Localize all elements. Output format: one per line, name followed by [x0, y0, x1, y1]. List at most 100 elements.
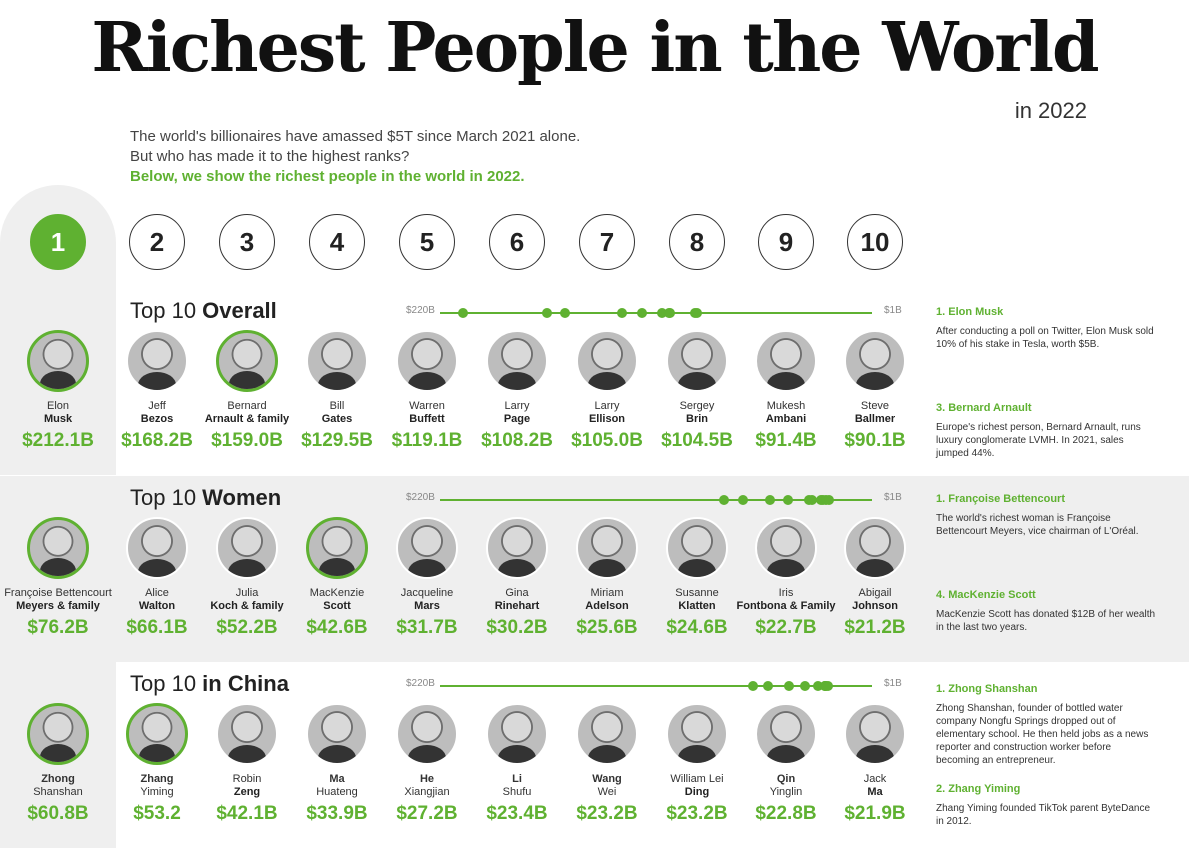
worth-dot-1-3 [783, 495, 794, 505]
net-worth: $23.4B [486, 803, 548, 824]
avatar [844, 517, 906, 579]
rank-badge-4: 4 [309, 214, 365, 270]
person-card: Larry Ellison $105.0B [547, 330, 667, 452]
net-worth: $25.6B [576, 617, 638, 638]
scale-line [440, 312, 872, 314]
scale-high-label: $220B [406, 678, 435, 689]
net-worth: $23.2B [666, 803, 728, 824]
side-note-text: Zhong Shanshan, founder of bottled water… [936, 703, 1149, 766]
person-card: Susanne Klatten $24.6B [637, 517, 757, 639]
intro-highlight: Below, we show the richest people in the… [130, 168, 525, 185]
net-worth: $60.8B [27, 803, 89, 824]
side-note: 3. Bernard Arnault Europe's richest perso… [936, 402, 1156, 460]
section-title-plain: Top 10 [130, 298, 203, 323]
net-worth: $42.6B [306, 617, 368, 638]
person-card: Iris Fontbona & Family $22.7B [726, 517, 846, 639]
side-note-title: 4. MacKenzie Scott [936, 589, 1036, 601]
net-worth: $21.9B [844, 803, 906, 824]
person-first-name: Iris [778, 587, 794, 599]
person-first-name: Ma [329, 773, 345, 785]
side-note-text: After conducting a poll on Twitter, Elon… [936, 326, 1154, 350]
person-last-name: Ma [867, 786, 883, 798]
person-card: Bernard Arnault & family $159.0B [187, 330, 307, 452]
section-title-0: Top 10 Overall [130, 298, 277, 324]
net-worth: $21.2B [844, 617, 906, 638]
person-last-name: Wei [597, 786, 617, 798]
net-worth: $22.8B [755, 803, 817, 824]
person-first-name: Qin [776, 773, 796, 785]
person-first-name: Susanne [675, 587, 719, 599]
person-card: Jacqueline Mars $31.7B [367, 517, 487, 639]
section-title-plain: Top 10 [130, 485, 203, 510]
avatar [27, 517, 89, 579]
avatar [126, 517, 188, 579]
worth-dot-2-4 [812, 681, 823, 691]
person-first-name: Jack [863, 773, 887, 785]
avatar [666, 330, 728, 392]
person-last-name: Shufu [502, 786, 532, 798]
avatar [576, 517, 638, 579]
scale-line [440, 685, 872, 687]
person-last-name: Rinehart [494, 600, 540, 612]
side-note: 1. Zhong Shanshan Zhong Shanshan, founder… [936, 683, 1156, 767]
person-last-name: Brin [686, 413, 708, 425]
person-last-name: Page [503, 413, 531, 425]
side-note: 2. Zhang Yiming Zhang Yiming founded TikT… [936, 783, 1156, 828]
rank-badge-1: 1 [30, 214, 86, 270]
avatar [126, 703, 188, 765]
person-first-name: Françoise Bettencourt [4, 587, 112, 599]
rank-badge-7: 7 [579, 214, 635, 270]
side-note-title: 1. Zhong Shanshan [936, 683, 1038, 695]
net-worth: $31.7B [396, 617, 458, 638]
person-first-name: Jeff [148, 400, 166, 412]
person-card: Miriam Adelson $25.6B [547, 517, 667, 639]
rank-badge-10: 10 [847, 214, 903, 270]
person-first-name: Larry [594, 400, 620, 412]
scale-low-label: $1B [884, 305, 902, 316]
rank-badge-2: 2 [129, 214, 185, 270]
avatar [755, 703, 817, 765]
person-last-name: Koch & family [210, 600, 284, 612]
person-card: Gina Rinehart $30.2B [457, 517, 577, 639]
person-first-name: Larry [504, 400, 530, 412]
person-first-name: Elon [46, 400, 70, 412]
worth-dot-1-1 [738, 495, 749, 505]
net-worth: $42.1B [216, 803, 278, 824]
section-title-bold: in China [202, 671, 289, 696]
worth-dot-0-3 [616, 308, 627, 318]
person-last-name: Scott [323, 600, 351, 612]
net-worth: $22.7B [755, 617, 817, 638]
person-card: William Lei Ding $23.2B [637, 703, 757, 825]
side-note-title: 1. Françoise Bettencourt [936, 493, 1065, 505]
net-worth: $33.9B [306, 803, 368, 824]
person-last-name: Yinglin [769, 786, 803, 798]
net-worth: $108.2B [481, 430, 553, 451]
scale-high-label: $220B [406, 492, 435, 503]
scale-low-label: $1B [884, 492, 902, 503]
rank-badge-5: 5 [399, 214, 455, 270]
net-worth: $129.5B [301, 430, 373, 451]
person-last-name: Adelson [585, 600, 629, 612]
person-first-name: Zhong [41, 773, 75, 785]
avatar [844, 330, 906, 392]
avatar [216, 703, 278, 765]
person-card: Jack Ma $21.9B [815, 703, 935, 825]
section-title-2: Top 10 in China [130, 671, 289, 697]
person-last-name: Zeng [233, 786, 261, 798]
avatar [576, 330, 638, 392]
person-first-name: Mukesh [766, 400, 806, 412]
side-note-title: 2. Zhang Yiming [936, 783, 1021, 795]
person-last-name: Ellison [588, 413, 626, 425]
net-worth: $91.4B [755, 430, 817, 451]
person-card: Bill Gates $129.5B [277, 330, 397, 452]
worth-dot-1-5 [807, 495, 817, 505]
person-card: Julia Koch & family $52.2B [187, 517, 307, 639]
year-subtitle: in 2022 [1014, 98, 1087, 123]
page-title: Richest People in the World [91, 8, 1099, 88]
net-worth: $76.2B [27, 617, 89, 638]
person-card: Ma Huateng $33.9B [277, 703, 397, 825]
worth-dot-2-1 [762, 681, 773, 691]
intro-text: The world's billionaires have amassed $5… [130, 127, 580, 187]
net-worth: $212.1B [22, 430, 94, 451]
worth-dot-2-9 [822, 681, 833, 691]
